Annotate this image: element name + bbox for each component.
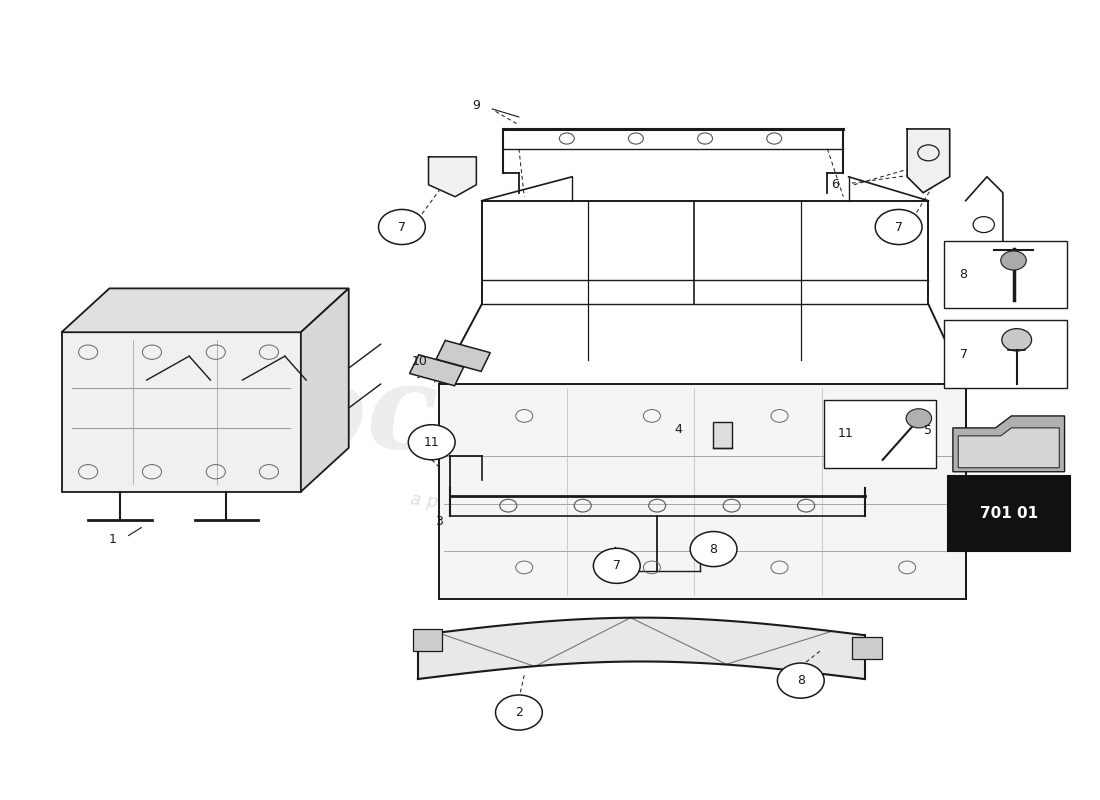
Text: 701 01: 701 01 <box>980 506 1037 521</box>
Text: 11: 11 <box>837 427 854 440</box>
Text: 5: 5 <box>924 424 933 437</box>
Text: 2: 2 <box>515 706 522 719</box>
Bar <box>412 629 442 651</box>
Bar <box>945 320 1067 388</box>
Bar <box>947 476 1070 551</box>
Polygon shape <box>62 332 301 492</box>
Bar <box>824 400 936 468</box>
Text: 8: 8 <box>710 542 717 555</box>
Bar <box>437 341 491 371</box>
Bar <box>409 354 464 386</box>
Text: 1: 1 <box>109 533 117 546</box>
Polygon shape <box>429 157 476 197</box>
Bar <box>945 241 1067 308</box>
Polygon shape <box>958 428 1059 468</box>
Text: eurocars: eurocars <box>65 358 644 474</box>
Text: 8: 8 <box>796 674 805 687</box>
Polygon shape <box>62 288 349 332</box>
Bar <box>851 637 881 659</box>
Circle shape <box>593 548 640 583</box>
Text: 6: 6 <box>830 178 839 191</box>
Text: 8: 8 <box>959 268 968 281</box>
Text: 11: 11 <box>424 436 440 449</box>
Polygon shape <box>439 384 966 599</box>
Circle shape <box>690 531 737 566</box>
Polygon shape <box>301 288 349 492</box>
Text: 7: 7 <box>398 221 406 234</box>
Circle shape <box>1001 251 1026 270</box>
Bar <box>713 422 732 448</box>
Text: 7: 7 <box>613 559 620 572</box>
Circle shape <box>408 425 455 460</box>
Circle shape <box>778 663 824 698</box>
Circle shape <box>906 409 932 428</box>
Text: 4: 4 <box>674 423 682 436</box>
Circle shape <box>1002 329 1032 351</box>
Bar <box>908 428 934 444</box>
Polygon shape <box>908 129 949 193</box>
Circle shape <box>378 210 426 245</box>
Text: 10: 10 <box>412 355 428 368</box>
Circle shape <box>876 210 922 245</box>
Text: a passion for parts since 1985: a passion for parts since 1985 <box>409 490 682 541</box>
Text: 7: 7 <box>959 348 968 361</box>
Polygon shape <box>953 416 1065 472</box>
Text: 9: 9 <box>472 98 481 111</box>
Circle shape <box>495 695 542 730</box>
Text: 3: 3 <box>436 514 443 528</box>
Text: 7: 7 <box>894 221 903 234</box>
